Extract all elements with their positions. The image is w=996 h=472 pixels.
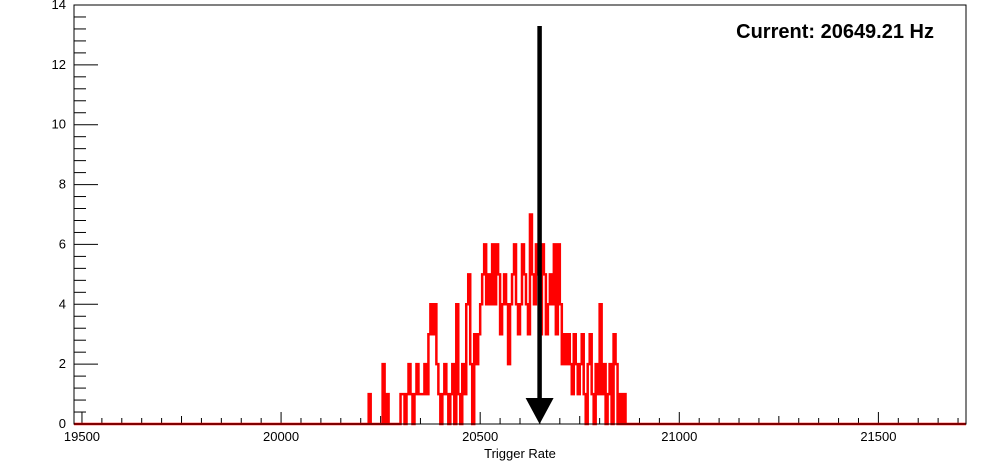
y-tick-label: 8 (59, 177, 66, 192)
x-tick-label: 21500 (860, 429, 896, 444)
x-axis-title: Trigger Rate (484, 446, 556, 461)
y-tick-label: 0 (59, 416, 66, 431)
y-tick-label: 10 (52, 117, 66, 132)
histogram-bin (562, 364, 564, 424)
y-tick-label: 14 (52, 0, 66, 12)
y-tick-label: 4 (59, 296, 66, 311)
histogram-bin (572, 394, 574, 424)
histogram-bin (494, 304, 496, 424)
y-tick-label: 12 (52, 57, 66, 72)
histogram-bin (476, 364, 478, 424)
x-tick-label: 21000 (661, 429, 697, 444)
plot-frame (73, 4, 967, 425)
histogram-bin (432, 334, 434, 424)
histogram-bin (420, 394, 424, 424)
current-rate-marker (525, 25, 554, 424)
histogram-bin (552, 304, 554, 424)
current-rate-label: Current: 20649.21 Hz (736, 21, 934, 43)
histogram-bin (486, 304, 488, 424)
x-tick-label: 19500 (64, 429, 100, 444)
histogram-bin (500, 334, 502, 424)
histogram-bin (490, 304, 492, 424)
histogram-bin (464, 394, 466, 424)
x-axis-ticks: 19500 20000 20500 21000 21500 (64, 412, 959, 444)
histogram-bin (426, 394, 428, 424)
y-tick-label: 6 (59, 236, 66, 251)
histogram-bin (556, 334, 558, 424)
histogram-bin (518, 334, 520, 424)
x-tick-label: 20000 (263, 429, 299, 444)
histogram-bin (508, 364, 510, 424)
marker-arrowhead (525, 398, 554, 424)
x-tick-label: 20500 (462, 429, 498, 444)
histogram-step-line (74, 213, 966, 426)
histogram-series (74, 213, 966, 426)
histogram-bin (602, 394, 604, 424)
y-axis-ticks: 0 2 4 6 8 10 12 14 (52, 0, 98, 431)
y-tick-label: 2 (59, 356, 66, 371)
histogram-bin (528, 334, 530, 424)
histogram-bin (566, 364, 568, 424)
